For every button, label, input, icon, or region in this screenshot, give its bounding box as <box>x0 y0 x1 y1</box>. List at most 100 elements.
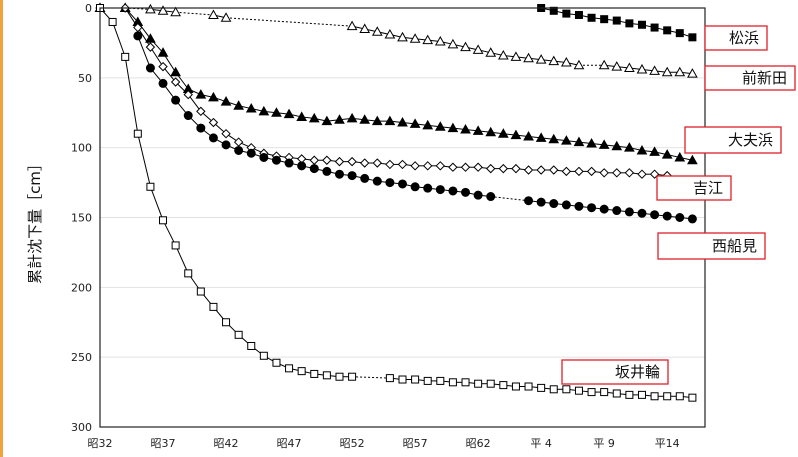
nishifunami-point <box>599 204 609 214</box>
daibuhama-point <box>359 114 371 124</box>
matsuhama-point <box>612 16 621 25</box>
yoshie-point <box>574 166 584 177</box>
matsuhama-point <box>574 10 583 19</box>
matsuhama-point <box>625 19 634 28</box>
nishifunami-point <box>561 200 571 210</box>
maeshinden-point <box>485 47 497 57</box>
nishifunami-point <box>334 169 344 179</box>
daibuhama-point <box>535 132 547 142</box>
nishifunami-point <box>675 213 685 222</box>
maeshinden-point <box>661 66 673 77</box>
maeshinden-series <box>94 2 698 78</box>
sakaiwa-point <box>511 382 520 391</box>
sakaiwa-point <box>688 393 697 402</box>
matsuhama-point <box>587 13 596 22</box>
x-tick-label: 平 9 <box>593 437 615 450</box>
sakaiwa-point <box>461 378 470 387</box>
yoshie-segment <box>149 46 164 67</box>
daibuhama-point <box>145 33 156 43</box>
daibuhama-point <box>157 47 169 57</box>
nishifunami-point <box>398 179 407 189</box>
matsuhama-point <box>600 15 609 24</box>
nishifunami-point <box>435 185 445 195</box>
nishifunami-point <box>448 186 458 196</box>
maeshinden-callout-label: 前新田 <box>742 69 787 87</box>
maeshinden-point <box>170 6 181 17</box>
y-tick-label: 300 <box>71 421 92 434</box>
nishifunami-series <box>133 31 697 224</box>
daibuhama-point <box>334 114 345 124</box>
daibuhama-point <box>497 128 509 138</box>
series-layer <box>94 2 698 402</box>
maeshinden-point <box>397 31 408 42</box>
yoshie-point <box>208 117 219 128</box>
nishifunami-point <box>587 203 597 213</box>
sakaiwa-callout-label: 坂井輪 <box>615 363 660 381</box>
daibuhama-point <box>598 139 610 149</box>
maeshinden-point <box>208 9 219 19</box>
x-tick-label: 昭42 <box>214 437 239 450</box>
yoshie-point <box>359 158 370 168</box>
nishifunami-point <box>208 133 218 143</box>
daibuhama-point <box>321 115 333 126</box>
daibuhama-point <box>258 105 270 116</box>
nishifunami-point <box>259 152 269 162</box>
daibuhama-point <box>283 108 295 119</box>
sakaiwa-point <box>285 364 294 373</box>
nishifunami-point <box>385 178 395 188</box>
yoshie-point <box>410 161 420 171</box>
sakaiwa-point <box>184 269 193 278</box>
maeshinden-point <box>472 44 484 54</box>
daibuhama-point <box>624 142 635 152</box>
x-tick-label: 昭37 <box>151 437 176 450</box>
sakaiwa-point <box>234 330 243 339</box>
yoshie-point <box>435 161 446 171</box>
sakaiwa-point <box>637 390 646 399</box>
sakaiwa-point <box>398 375 407 384</box>
sakaiwa-point <box>423 376 432 385</box>
yoshie-point <box>372 158 382 168</box>
sakaiwa-callout-box <box>561 359 669 385</box>
nishifunami-point <box>145 63 155 73</box>
yoshie-point <box>347 156 357 167</box>
yoshie-point <box>586 166 597 177</box>
sakaiwa-point <box>297 367 306 376</box>
nishifunami-point <box>637 208 647 218</box>
maeshinden-point <box>157 5 169 15</box>
nishifunami-point <box>347 171 357 181</box>
yoshie-point <box>448 162 458 172</box>
maeshinden-point <box>573 59 585 70</box>
sakaiwa-point <box>537 383 546 392</box>
maeshinden-point <box>409 33 421 43</box>
nishifunami-point <box>372 176 382 186</box>
matsuhama-callout-box <box>704 25 768 51</box>
yoshie-callout-label: 吉江 <box>693 179 723 197</box>
yoshie-segment <box>187 94 202 112</box>
daibuhama-point <box>447 122 459 133</box>
maeshinden-point <box>649 65 660 75</box>
sakaiwa-point <box>196 287 205 296</box>
daibuhama-point <box>485 126 497 137</box>
daibuhama-point <box>661 149 673 159</box>
nishifunami-point <box>171 95 181 105</box>
left-edge-rule <box>0 0 3 457</box>
sakaiwa-point <box>133 129 142 138</box>
daibuhama-point <box>586 137 597 148</box>
nishifunami-point <box>133 31 143 41</box>
nishifunami-point <box>486 192 496 202</box>
nishifunami-point <box>234 145 244 155</box>
sakaiwa-callout: 坂井輪 <box>561 359 669 385</box>
yoshie-point <box>309 155 319 165</box>
yoshie-point <box>170 77 181 87</box>
sakaiwa-segment <box>137 133 151 187</box>
nishifunami-point <box>196 123 206 133</box>
sakaiwa-point <box>222 318 231 327</box>
x-tick-label: 昭47 <box>277 437 302 450</box>
daibuhama-point <box>472 125 484 135</box>
maeshinden-point <box>674 66 686 77</box>
sakaiwa-point <box>322 371 331 380</box>
daibuhama-point <box>674 151 686 162</box>
yoshie-point <box>423 161 433 171</box>
nishifunami-point <box>246 148 256 158</box>
